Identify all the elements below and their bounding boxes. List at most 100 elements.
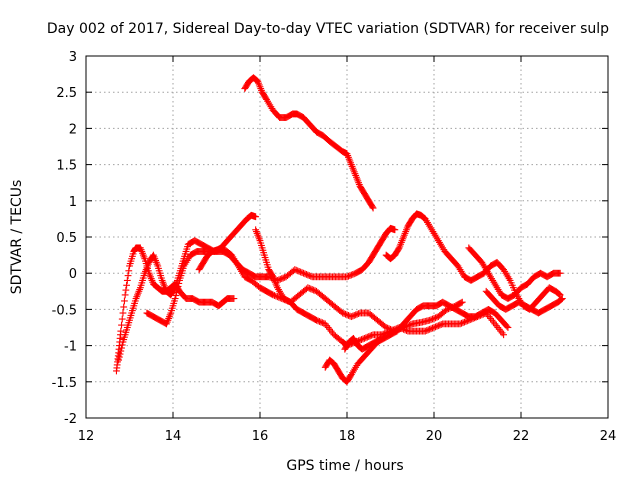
data-point bbox=[368, 203, 376, 211]
data-point bbox=[555, 290, 563, 298]
data-point bbox=[115, 353, 123, 361]
y-tick-label: 1 bbox=[69, 195, 77, 210]
series-arc-5 bbox=[195, 245, 466, 335]
data-point bbox=[458, 298, 466, 306]
data-point bbox=[503, 322, 511, 330]
data-point bbox=[268, 272, 276, 280]
data-point bbox=[300, 269, 307, 277]
data-point bbox=[291, 266, 299, 273]
data-point bbox=[500, 331, 507, 339]
data-point bbox=[556, 269, 564, 277]
data-point bbox=[310, 286, 318, 294]
data-point bbox=[353, 310, 361, 318]
data-point bbox=[557, 296, 565, 304]
data-point bbox=[358, 336, 365, 343]
data-point bbox=[356, 336, 364, 344]
data-point bbox=[461, 318, 468, 326]
data-point bbox=[343, 311, 351, 319]
series-arc-10 bbox=[482, 287, 566, 317]
data-point bbox=[124, 272, 132, 280]
data-point bbox=[122, 286, 130, 294]
data-point bbox=[123, 281, 130, 289]
data-point bbox=[458, 319, 465, 327]
data-point bbox=[307, 272, 315, 280]
x-axis-label: GPS time / hours bbox=[286, 458, 403, 474]
data-point bbox=[430, 315, 438, 322]
axis-ticks bbox=[85, 55, 609, 419]
y-tick-label: 3 bbox=[69, 50, 77, 65]
data-point bbox=[363, 333, 371, 341]
data-point bbox=[437, 321, 445, 328]
data-point bbox=[230, 295, 238, 302]
x-tick-label: 24 bbox=[600, 429, 617, 444]
data-point bbox=[305, 272, 313, 280]
y-tick-label: -2 bbox=[64, 412, 77, 427]
data-point bbox=[317, 318, 325, 326]
data-point bbox=[292, 266, 300, 274]
data-point bbox=[349, 312, 357, 320]
data-point bbox=[346, 272, 354, 280]
data-point bbox=[295, 267, 303, 275]
data-point bbox=[175, 280, 183, 287]
data-point bbox=[349, 271, 357, 278]
y-tick-label: 0 bbox=[69, 267, 77, 282]
series-arc-1 bbox=[241, 74, 377, 212]
data-point bbox=[318, 319, 326, 327]
data-point bbox=[121, 291, 129, 299]
data-point bbox=[271, 292, 278, 299]
y-tick-label: 2.5 bbox=[56, 86, 77, 101]
data-point bbox=[365, 333, 373, 340]
data-point bbox=[117, 327, 125, 335]
data-point bbox=[339, 309, 347, 317]
data-point bbox=[314, 317, 322, 325]
data-point bbox=[362, 334, 370, 342]
data-point bbox=[173, 289, 181, 296]
data-point bbox=[116, 350, 124, 358]
x-tick-label: 20 bbox=[426, 429, 443, 444]
data-point bbox=[427, 325, 435, 333]
data-point bbox=[343, 273, 351, 281]
data-point bbox=[432, 323, 439, 331]
data-point bbox=[252, 213, 260, 221]
series-arc-9 bbox=[465, 244, 564, 302]
x-tick-label: 18 bbox=[339, 429, 356, 444]
data-point bbox=[121, 297, 128, 305]
data-point bbox=[429, 324, 436, 332]
data-point bbox=[424, 326, 432, 334]
x-tick-label: 22 bbox=[513, 429, 530, 444]
data-point bbox=[297, 268, 304, 276]
data-point bbox=[125, 267, 133, 275]
data-point bbox=[308, 286, 316, 293]
x-tick-label: 14 bbox=[165, 429, 182, 444]
data-point bbox=[426, 325, 434, 333]
data-point bbox=[294, 267, 302, 275]
y-axis-label: SDTVAR / TECUs bbox=[9, 180, 25, 295]
data-point bbox=[117, 347, 125, 355]
data-point bbox=[429, 315, 436, 323]
x-tick-label: 16 bbox=[252, 429, 269, 444]
data-point bbox=[369, 204, 377, 212]
data-point bbox=[120, 303, 128, 311]
series-arc-8 bbox=[382, 210, 564, 313]
y-tick-label: 0.5 bbox=[56, 231, 77, 246]
data-point bbox=[347, 313, 355, 321]
y-tick-label: 1.5 bbox=[56, 159, 77, 174]
data-point bbox=[504, 324, 512, 331]
data-point bbox=[395, 245, 402, 253]
data-point bbox=[426, 316, 434, 324]
data-point bbox=[118, 315, 126, 323]
data-point bbox=[118, 341, 126, 349]
chart-title: Day 002 of 2017, Sidereal Day-to-day VTE… bbox=[47, 21, 609, 37]
data-point bbox=[174, 283, 182, 290]
data-point bbox=[301, 270, 309, 278]
data-point bbox=[304, 284, 312, 292]
data-point bbox=[391, 226, 399, 234]
data-point bbox=[340, 310, 348, 318]
data-point bbox=[366, 332, 374, 340]
y-tick-labels: -2 -1.5 -1 -0.5 0 0.5 1 1.5 2 2.5 3 bbox=[52, 50, 77, 427]
data-point bbox=[378, 334, 386, 342]
data-point bbox=[401, 326, 409, 334]
data-point bbox=[558, 295, 565, 303]
data-point bbox=[355, 310, 362, 318]
